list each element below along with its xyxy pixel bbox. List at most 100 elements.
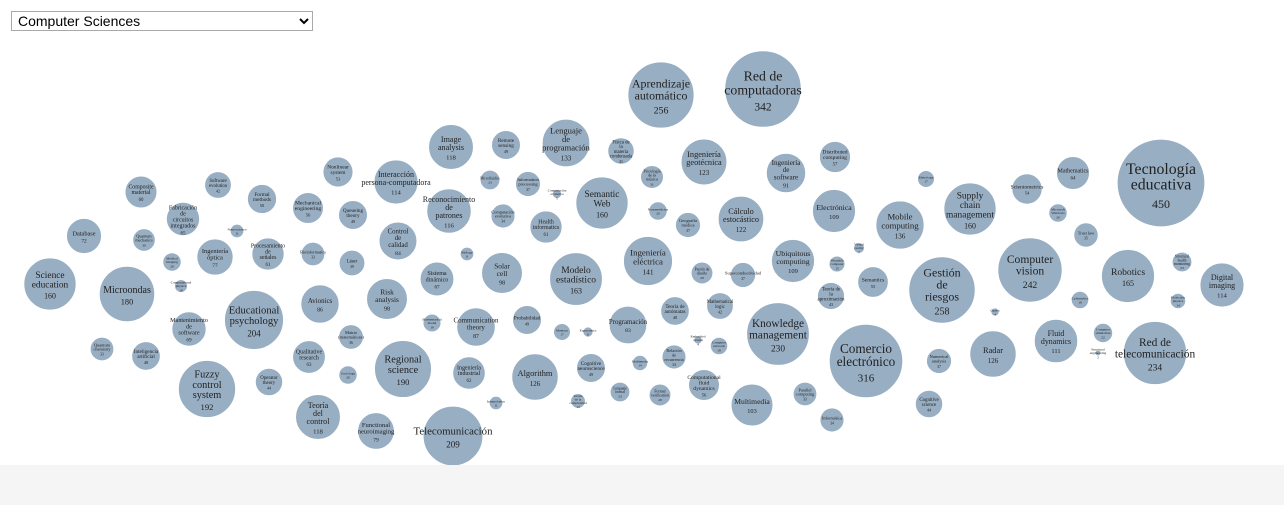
bubble-node[interactable]: Computación evolutiva 34: [490, 203, 516, 229]
bubble-node[interactable]: Semantic Web 160: [575, 176, 629, 230]
bubble-circle[interactable]: [295, 394, 341, 440]
bubble-circle[interactable]: [639, 164, 665, 190]
bubble-circle[interactable]: [456, 307, 496, 347]
bubble-node[interactable]: Sistema dinámico 67: [419, 261, 455, 297]
bubble-circle[interactable]: [98, 265, 156, 323]
bubble-node[interactable]: Science education 160: [23, 257, 77, 311]
bubble-circle[interactable]: [1116, 138, 1206, 228]
bubble-circle[interactable]: [724, 50, 802, 128]
bubble-circle[interactable]: [422, 313, 442, 333]
bubble-circle[interactable]: [171, 311, 207, 347]
bubble-node[interactable]: Parallel computing 33: [792, 381, 818, 407]
bubble-circle[interactable]: [177, 359, 237, 419]
bubble-circle[interactable]: [1122, 320, 1188, 386]
bubble-node[interactable]: Lenguaje de programación 133: [541, 118, 591, 168]
bubble-node[interactable]: Tecnología educativa 450: [1116, 138, 1206, 228]
bubble-circle[interactable]: [1169, 292, 1187, 310]
bubble-circle[interactable]: [422, 405, 484, 465]
bubble-node[interactable]: Interacción persona-computadora 114: [361, 159, 431, 205]
bubble-circle[interactable]: [816, 281, 846, 311]
bubble-circle[interactable]: [491, 130, 521, 160]
bubble-circle[interactable]: [608, 305, 648, 345]
bubble-circle[interactable]: [811, 188, 857, 234]
bubble-circle[interactable]: [770, 238, 816, 284]
bubble-circle[interactable]: [609, 381, 631, 403]
bubble-node[interactable]: Knowledge management 230: [746, 302, 810, 366]
bubble-circle[interactable]: [124, 175, 158, 209]
bubble-circle[interactable]: [165, 201, 201, 237]
bubble-node[interactable]: Programación 83: [608, 305, 648, 345]
bubble-node[interactable]: Composite material 60: [124, 175, 158, 209]
bubble-node[interactable]: Cálculo estocástico 122: [717, 195, 765, 243]
bubble-circle[interactable]: [23, 257, 77, 311]
bubble-circle[interactable]: [943, 182, 997, 236]
bubble-circle[interactable]: [660, 296, 690, 326]
bubble-circle[interactable]: [514, 170, 542, 198]
bubble-circle[interactable]: [648, 201, 668, 221]
bubble-node[interactable]: Gestión de riesgos 258: [908, 256, 976, 324]
bubble-circle[interactable]: [648, 383, 672, 407]
bubble-circle[interactable]: [300, 241, 326, 267]
bubble-circle[interactable]: [428, 124, 474, 170]
bubble-circle[interactable]: [552, 322, 572, 342]
bubble-node[interactable]: Electrónica 109: [811, 188, 857, 234]
bubble-circle[interactable]: [730, 383, 774, 427]
bubble-circle[interactable]: [819, 407, 845, 433]
bubble-circle[interactable]: [1055, 155, 1091, 191]
bubble-circle[interactable]: [223, 289, 285, 351]
bubble-circle[interactable]: [575, 176, 629, 230]
bubble-node[interactable]: Ingeniería de software 91: [765, 152, 807, 194]
bubble-node[interactable]: Mobile computing 136: [875, 200, 925, 250]
bubble-circle[interactable]: [765, 152, 807, 194]
bubble-circle[interactable]: [661, 344, 687, 370]
bubble-circle[interactable]: [490, 203, 516, 229]
bubble-circle[interactable]: [292, 340, 326, 374]
bubble-circle[interactable]: [818, 140, 852, 174]
bubble-circle[interactable]: [173, 278, 189, 294]
bubble-circle[interactable]: [1171, 251, 1193, 273]
bubble-circle[interactable]: [426, 188, 472, 234]
bubble-circle[interactable]: [828, 323, 904, 399]
bubble-circle[interactable]: [512, 305, 542, 335]
bubble-node[interactable]: Educational psychology 204: [223, 289, 285, 351]
bubble-circle[interactable]: [746, 302, 810, 366]
bubble-circle[interactable]: [366, 278, 408, 320]
bubble-node[interactable]: Ubiquitous computing 109: [770, 238, 816, 284]
bubble-circle[interactable]: [828, 255, 846, 273]
bubble-circle[interactable]: [690, 261, 714, 285]
bubble-node[interactable]: Database 72: [65, 217, 103, 255]
bubble-circle[interactable]: [132, 228, 156, 252]
bubble-node[interactable]: Control de calidad 84: [378, 221, 418, 261]
bubble-circle[interactable]: [916, 169, 936, 189]
bubble-circle[interactable]: [914, 389, 944, 419]
bubble-circle[interactable]: [1073, 222, 1099, 248]
bubble-node[interactable]: Mathematics 64: [1055, 155, 1091, 191]
